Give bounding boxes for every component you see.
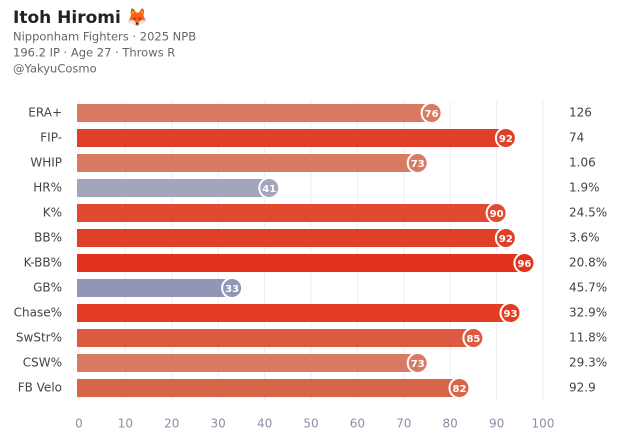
stat-value: 29.3% xyxy=(569,356,607,370)
stat-value: 3.6% xyxy=(569,231,600,245)
percentile-label: 92 xyxy=(499,134,513,145)
percentile-badge xyxy=(406,352,429,374)
percentile-badge xyxy=(462,327,485,349)
chart-title: Itoh Hiromi 🦊 xyxy=(13,8,148,28)
percentile-label: 85 xyxy=(466,334,480,345)
bar xyxy=(77,329,474,347)
x-tick-label: 50 xyxy=(303,417,318,431)
stat-value: 32.9% xyxy=(569,306,607,320)
bar xyxy=(77,179,270,197)
percentile-label: 96 xyxy=(517,259,531,270)
x-tick-label: 40 xyxy=(257,417,272,431)
stat-value: 1.9% xyxy=(569,181,600,195)
y-tick-label: K% xyxy=(43,206,62,220)
bar xyxy=(77,254,525,272)
bar xyxy=(77,379,460,397)
x-tick-label: 30 xyxy=(211,417,226,431)
x-tick-label: 0 xyxy=(75,417,83,431)
bar xyxy=(77,129,506,147)
stat-value: 92.9 xyxy=(569,381,596,395)
percentile-badge xyxy=(406,152,429,174)
x-tick-label: 20 xyxy=(164,417,179,431)
y-tick-label: BB% xyxy=(34,231,62,245)
stat-value: 24.5% xyxy=(569,206,607,220)
percentile-badge xyxy=(485,202,508,224)
y-tick-label: HR% xyxy=(33,181,62,195)
percentile-badge xyxy=(221,277,244,299)
percentile-badge xyxy=(448,377,471,399)
x-tick-label: 100 xyxy=(532,417,555,431)
stat-value: 11.8% xyxy=(569,331,607,345)
subtitle: Nipponham Fighters · 2025 NPB xyxy=(13,30,196,44)
stat-value: 126 xyxy=(569,106,592,120)
y-tick-label: Chase% xyxy=(14,306,62,320)
y-tick-label: ERA+ xyxy=(28,106,62,120)
percentile-label: 73 xyxy=(411,159,425,170)
subtitle: @YakyuCosmo xyxy=(13,62,97,76)
stat-value: 45.7% xyxy=(569,281,607,295)
bar xyxy=(77,279,233,297)
bar xyxy=(77,354,418,372)
stat-value: 74 xyxy=(569,131,584,145)
percentile-label: 93 xyxy=(504,309,518,320)
y-tick-label: K-BB% xyxy=(24,256,62,270)
percentile-label: 76 xyxy=(425,109,439,120)
y-tick-label: WHIP xyxy=(30,156,62,170)
percentile-label: 41 xyxy=(262,184,276,195)
stat-value: 1.06 xyxy=(569,156,596,170)
percentile-label: 82 xyxy=(453,384,467,395)
percentile-badge xyxy=(420,102,443,124)
percentile-label: 90 xyxy=(490,209,504,220)
stat-value: 20.8% xyxy=(569,256,607,270)
bar xyxy=(77,104,432,122)
x-tick-label: 80 xyxy=(443,417,458,431)
y-tick-label: SwStr% xyxy=(16,331,62,345)
subtitle: 196.2 IP · Age 27 · Throws R xyxy=(13,46,175,60)
percentile-badge xyxy=(494,227,517,249)
percentile-badge xyxy=(499,302,522,324)
x-tick-label: 70 xyxy=(396,417,411,431)
x-tick-label: 90 xyxy=(489,417,504,431)
percentile-label: 33 xyxy=(225,284,239,295)
bar xyxy=(77,154,418,172)
percentile-label: 92 xyxy=(499,234,513,245)
y-tick-label: CSW% xyxy=(23,356,62,370)
percentile-badge xyxy=(258,177,281,199)
y-tick-label: FIP- xyxy=(40,131,62,145)
x-tick-label: 60 xyxy=(350,417,365,431)
percentile-badge xyxy=(494,127,517,149)
x-tick-label: 10 xyxy=(118,417,133,431)
percentile-label: 73 xyxy=(411,359,425,370)
bar xyxy=(77,229,506,247)
bar xyxy=(77,304,511,322)
percentile-badge xyxy=(513,252,536,274)
y-tick-label: GB% xyxy=(33,281,62,295)
bar xyxy=(77,204,497,222)
y-tick-label: FB Velo xyxy=(18,381,62,395)
